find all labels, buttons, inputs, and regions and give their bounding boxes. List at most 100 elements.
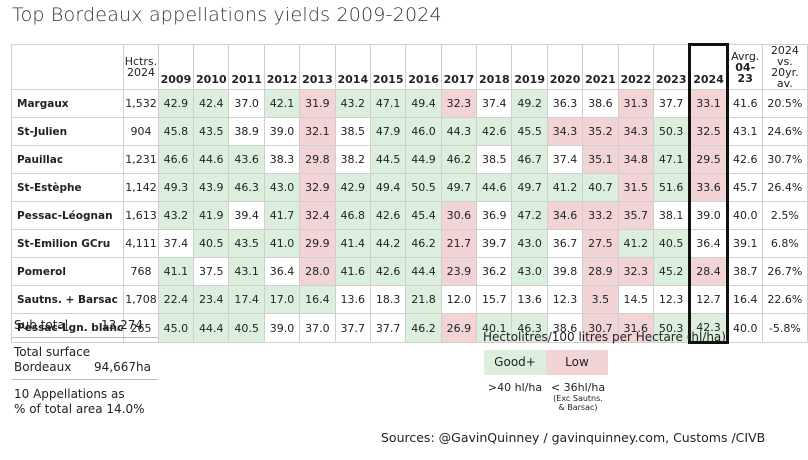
hectares-cell: 265 bbox=[123, 313, 159, 343]
yield-cell: 39.0 bbox=[263, 117, 301, 146]
yield-cell: 12.0 bbox=[440, 285, 478, 314]
vs-average-cell: 26.7% bbox=[761, 257, 808, 286]
year-header: 2010 bbox=[193, 44, 230, 90]
yield-cell: 43.1 bbox=[228, 257, 265, 286]
hectares-cell: 904 bbox=[123, 117, 159, 146]
average-cell: 16.4 bbox=[726, 285, 763, 314]
subtotal-value: 13,274 bbox=[101, 318, 143, 332]
appellation-name: Pomerol bbox=[10, 257, 125, 286]
average-cell: 39.1 bbox=[726, 229, 763, 258]
average-cell: 45.7 bbox=[726, 173, 763, 202]
yield-cell: 37.7 bbox=[369, 313, 407, 343]
yield-cell: 38.6 bbox=[546, 313, 584, 343]
average-header: Avrg. 04-23 bbox=[726, 44, 763, 90]
yield-cell: 35.1 bbox=[582, 145, 619, 174]
year-header: 2016 bbox=[405, 44, 442, 90]
yield-cell: 14.5 bbox=[617, 285, 654, 314]
yield-cell: 15.7 bbox=[476, 285, 513, 314]
legend-low-note-1: (Exc Sautns. bbox=[553, 394, 603, 403]
table-row: St-Estèphe 1,142 49.3 43.9 46.3 43.0 32.9 42.9 4… bbox=[10, 173, 808, 202]
table-row: St-Julien 904 45.8 43.5 38.9 39.0 32.1 38.5 47.9… bbox=[10, 117, 808, 146]
share-line-1: 10 Appellations as bbox=[14, 387, 125, 401]
yield-cell: 50.3 bbox=[652, 117, 691, 146]
legend-low-desc: < 36hl/ha bbox=[550, 381, 606, 394]
yield-cell: 29.5 bbox=[688, 145, 729, 174]
appellation-name: Pessac-Léognan bbox=[10, 201, 125, 230]
yield-cell: 17.0 bbox=[263, 285, 301, 314]
yield-cell: 43.0 bbox=[511, 229, 548, 258]
yield-cell: 41.7 bbox=[263, 201, 301, 230]
divider bbox=[12, 337, 158, 338]
yield-cell: 36.4 bbox=[688, 229, 729, 258]
yield-cell: 30.6 bbox=[440, 201, 478, 230]
yield-cell: 41.6 bbox=[334, 257, 371, 286]
legend-title: Hectolitres/100 litres per Hectare (hl/h… bbox=[483, 330, 726, 344]
yield-cell: 44.4 bbox=[405, 257, 442, 286]
yield-cell: 37.7 bbox=[652, 89, 691, 118]
average-cell: 41.6 bbox=[726, 89, 763, 118]
yield-cell: 31.6 bbox=[617, 313, 654, 343]
appellation-name: Margaux bbox=[10, 89, 125, 118]
year-header: 2009 bbox=[157, 44, 195, 90]
yield-cell: 38.2 bbox=[334, 145, 371, 174]
yield-cell: 47.1 bbox=[652, 145, 691, 174]
appellation-name: Pauillac bbox=[10, 145, 125, 174]
yield-cell: 37.5 bbox=[193, 257, 230, 286]
yield-cell: 40.5 bbox=[193, 229, 230, 258]
yield-cell: 38.3 bbox=[263, 145, 301, 174]
hectares-cell: 1,142 bbox=[123, 173, 159, 202]
legend-low-note-2: & Barsac) bbox=[558, 403, 598, 412]
chart-title: Top Bordeaux appellations yields 2009-20… bbox=[12, 4, 442, 26]
year-header: 2024 bbox=[688, 43, 729, 90]
yield-cell: 26.9 bbox=[440, 313, 478, 343]
yield-cell: 39.0 bbox=[688, 201, 729, 230]
yield-cell: 44.4 bbox=[193, 313, 230, 343]
yield-cell: 34.6 bbox=[546, 201, 584, 230]
yield-cell: 43.0 bbox=[263, 173, 301, 202]
yield-cell: 38.9 bbox=[228, 117, 265, 146]
yield-cell: 31.9 bbox=[299, 89, 336, 118]
yield-cell: 45.8 bbox=[157, 117, 195, 146]
table-row: Pauillac 1,231 46.6 44.6 43.6 38.3 29.8 38.2 44.… bbox=[10, 145, 808, 174]
hectares-cell: 768 bbox=[123, 257, 159, 286]
average-cell: 40.0 bbox=[726, 201, 763, 230]
appellation-name: St-Emilion GCru bbox=[10, 229, 125, 258]
yield-cell: 49.4 bbox=[369, 173, 407, 202]
yield-cell: 33.2 bbox=[582, 201, 619, 230]
yield-cell: 41.2 bbox=[617, 229, 654, 258]
yield-cell: 46.3 bbox=[511, 313, 548, 343]
yield-cell: 32.1 bbox=[299, 117, 336, 146]
yield-cell: 40.5 bbox=[652, 229, 691, 258]
yield-cell: 43.5 bbox=[193, 117, 230, 146]
yield-cell: 41.2 bbox=[546, 173, 584, 202]
yield-cell: 44.5 bbox=[369, 145, 407, 174]
yield-cell: 28.0 bbox=[299, 257, 336, 286]
yield-cell: 34.8 bbox=[617, 145, 654, 174]
total-surface-label: Total surface bbox=[14, 345, 91, 359]
year-header: 2019 bbox=[511, 44, 548, 90]
table-row: Margaux 1,532 42.9 42.4 37.0 42.1 31.9 43.2 47.1… bbox=[10, 89, 808, 118]
vs-average-cell: 2.5% bbox=[761, 201, 808, 230]
yield-cell: 37.4 bbox=[157, 229, 195, 258]
yield-cell: 44.3 bbox=[440, 117, 478, 146]
yield-cell: 37.0 bbox=[228, 89, 265, 118]
yield-cell: 42.9 bbox=[334, 173, 371, 202]
corner-cell bbox=[10, 44, 125, 90]
yield-cell: 43.2 bbox=[157, 201, 195, 230]
yield-cell: 30.7 bbox=[582, 313, 619, 343]
yield-cell: 49.7 bbox=[440, 173, 478, 202]
yield-cell: 45.0 bbox=[157, 313, 195, 343]
year-header: 2023 bbox=[652, 44, 691, 90]
yields-table: Hctrs. 2024 2009 2010 2011 2012 2013 2014 2015… bbox=[10, 43, 808, 344]
yield-cell: 44.6 bbox=[193, 145, 230, 174]
vs-average-cell: 24.6% bbox=[761, 117, 808, 146]
yield-cell: 46.6 bbox=[157, 145, 195, 174]
vs-average-cell: 6.8% bbox=[761, 229, 808, 258]
table-row: Pomerol 768 41.1 37.5 43.1 36.4 28.0 41.6 42.6 44… bbox=[10, 257, 808, 286]
yield-cell: 41.1 bbox=[157, 257, 195, 286]
yield-cell: 47.9 bbox=[369, 117, 407, 146]
table-body: Margaux 1,532 42.9 42.4 37.0 42.1 31.9 43.2 47.1… bbox=[10, 89, 808, 344]
yield-cell: 23.9 bbox=[440, 257, 478, 286]
yield-cell: 46.3 bbox=[228, 173, 265, 202]
yield-cell: 16.4 bbox=[299, 285, 336, 314]
